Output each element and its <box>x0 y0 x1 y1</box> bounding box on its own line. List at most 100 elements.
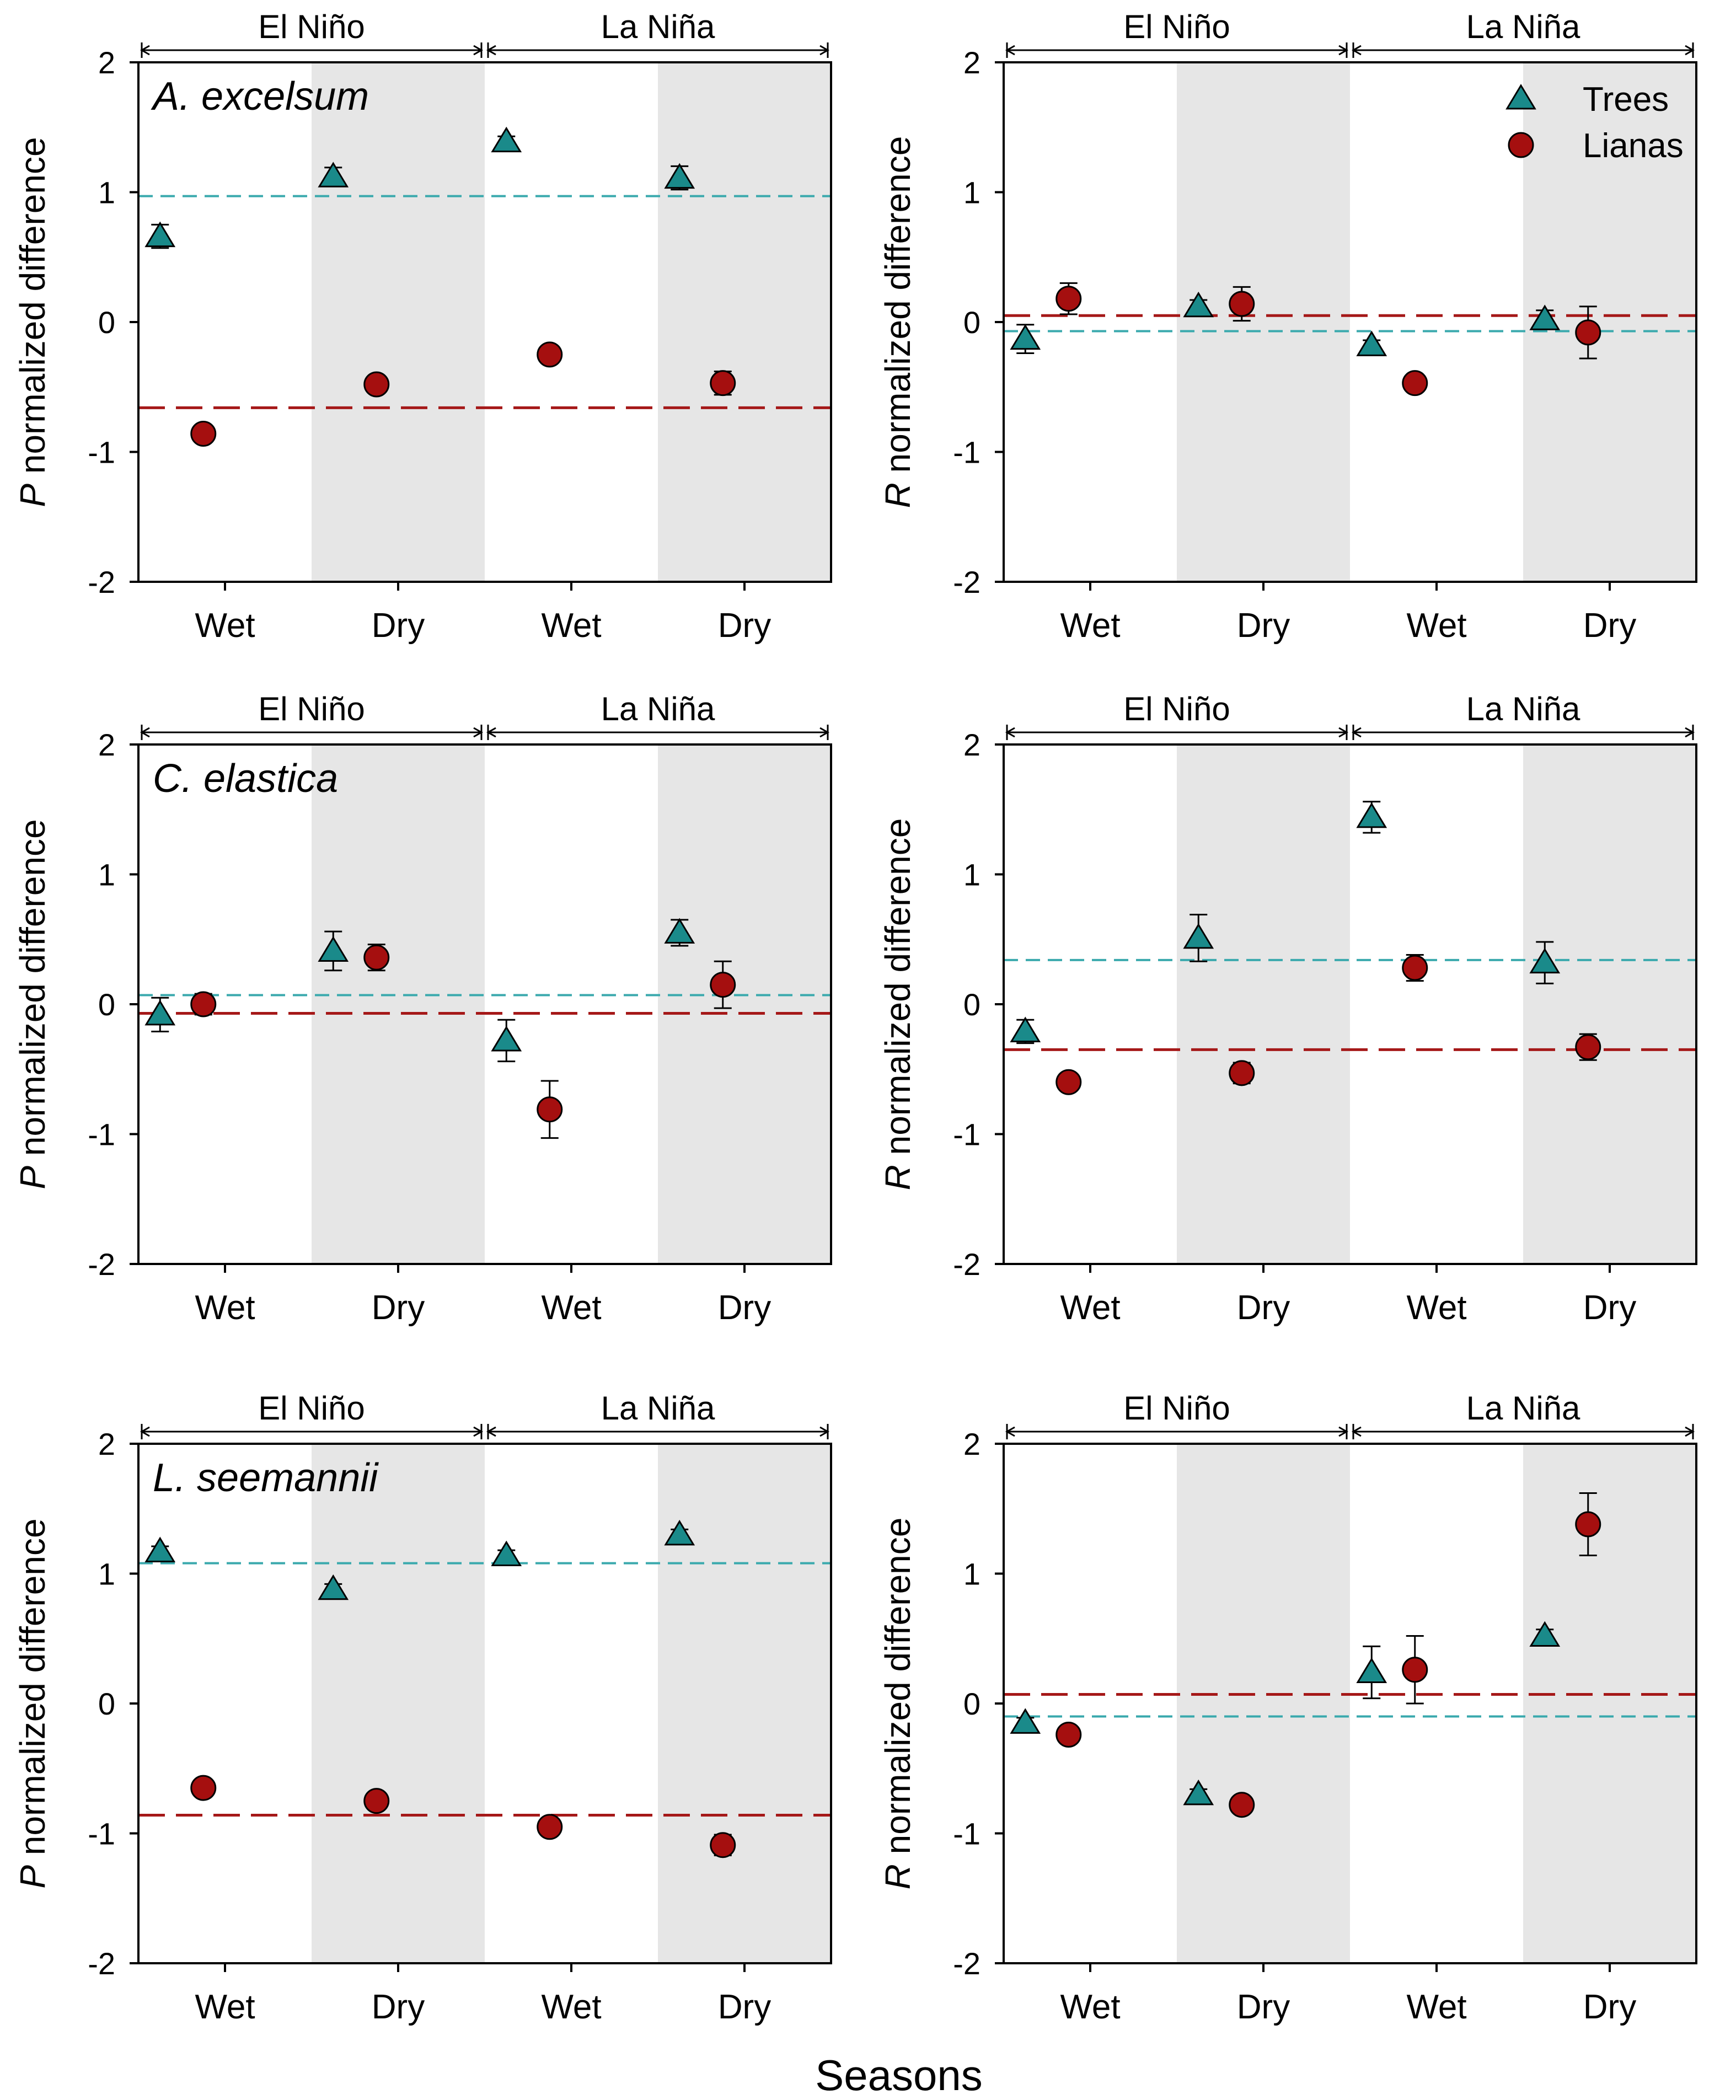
x-tick-label: Wet <box>1060 607 1120 645</box>
dry-season-shading <box>658 744 831 1264</box>
panel-2: 2 1 0 -1 -2 Wet Dry Wet Dry El Niño La Niña R norma… <box>878 8 1697 645</box>
y-tick-label: 2 <box>98 727 115 762</box>
y-axis-label-text: normalized difference <box>13 1518 52 1865</box>
y-axis-label: R normalized difference <box>878 818 918 1191</box>
x-tick-label: Dry <box>1237 607 1290 645</box>
species-title: L. seemannii <box>153 1456 379 1500</box>
lianas-point <box>190 991 217 1017</box>
lianas-point <box>1055 286 1082 312</box>
legend-label: Trees <box>1583 81 1669 119</box>
lianas-point <box>537 341 563 368</box>
lianas-point <box>1575 319 1601 346</box>
x-tick-label: Dry <box>718 1289 771 1327</box>
species-title: C. elastica <box>153 757 338 801</box>
lianas-point <box>537 1096 563 1123</box>
phase-label: El Niño <box>258 1390 365 1427</box>
x-tick-label: Dry <box>372 607 425 645</box>
lianas-point <box>1402 370 1428 397</box>
lianas-point <box>190 421 217 447</box>
y-axis-label-variable: R <box>878 1165 918 1190</box>
x-tick-label: Wet <box>541 1289 601 1327</box>
trees-point <box>491 1026 522 1052</box>
panel-5: 2 1 0 -1 -2 Wet Dry Wet Dry El Niño La Niña L. seem… <box>13 1390 832 2026</box>
y-tick-label: 0 <box>963 1686 980 1721</box>
dry-season-shading <box>312 62 485 582</box>
trees-point <box>144 221 176 248</box>
y-tick-label: 1 <box>963 1557 980 1592</box>
x-tick-label: Wet <box>1406 607 1466 645</box>
y-tick-label: -1 <box>88 435 115 470</box>
phase-label: La Niña <box>601 8 715 45</box>
phase-label: La Niña <box>601 690 715 727</box>
y-tick-label: -2 <box>88 565 115 599</box>
y-tick-label: 0 <box>963 305 980 340</box>
dry-season-shading <box>658 1444 831 1963</box>
y-axis-label-variable: P <box>13 484 52 507</box>
panel-3: 2 1 0 -1 -2 Wet Dry Wet Dry El Niño La Niña C. elas… <box>13 690 832 1327</box>
x-tick-label: Wet <box>1060 1988 1120 2026</box>
lianas-point <box>710 972 736 998</box>
x-tick-label: Wet <box>1406 1289 1466 1327</box>
x-tick-label: Dry <box>372 1988 425 2026</box>
trees-point <box>664 1519 695 1546</box>
trees-point <box>1529 1621 1561 1647</box>
y-tick-label: 0 <box>98 1686 115 1721</box>
x-tick-label: Dry <box>1583 1289 1636 1327</box>
trees-point <box>1356 1657 1387 1683</box>
phase-label: La Niña <box>1466 8 1580 45</box>
y-tick-label: 0 <box>963 987 980 1022</box>
y-axis-label-text: normalized difference <box>13 137 52 484</box>
y-tick-label: -2 <box>88 1946 115 1981</box>
y-tick-label: 0 <box>98 305 115 340</box>
legend-lianas-marker <box>1508 132 1534 158</box>
x-tick-label: Dry <box>1583 607 1636 645</box>
phase-label: La Niña <box>1466 690 1580 727</box>
dry-season-shading <box>1523 744 1696 1264</box>
x-tick-label: Wet <box>1406 1988 1466 2026</box>
phase-label: El Niño <box>258 690 365 727</box>
trees-point <box>318 162 349 188</box>
legend-label: Lianas <box>1583 127 1684 165</box>
trees-point <box>318 936 349 962</box>
y-axis-label-text: normalized difference <box>878 818 918 1165</box>
y-tick-label: 2 <box>963 1427 980 1461</box>
y-tick-label: 1 <box>98 175 115 210</box>
lianas-point <box>1229 1060 1255 1086</box>
lianas-point <box>1402 1657 1428 1683</box>
x-axis-label: Seasons <box>815 2051 983 2099</box>
trees-point <box>1183 923 1214 949</box>
legend-trees-marker <box>1505 84 1536 110</box>
y-tick-label: -1 <box>953 1817 980 1851</box>
trees-point <box>491 126 522 153</box>
trees-point <box>1183 1779 1214 1806</box>
y-axis-label: P normalized difference <box>13 137 52 507</box>
lianas-point <box>537 1814 563 1840</box>
trees-point <box>1529 947 1561 974</box>
phase-label: La Niña <box>601 1390 715 1427</box>
species-title: A. excelsum <box>151 74 369 119</box>
lianas-point <box>1055 1722 1082 1748</box>
y-axis-label-text: normalized difference <box>13 819 52 1166</box>
x-tick-label: Dry <box>372 1289 425 1327</box>
trees-point <box>1183 291 1214 318</box>
phase-label: El Niño <box>1123 690 1230 727</box>
x-tick-label: Wet <box>541 607 601 645</box>
y-axis-label-variable: R <box>878 483 918 508</box>
y-tick-label: -2 <box>953 1946 980 1981</box>
x-tick-label: Wet <box>541 1988 601 2026</box>
phase-label: El Niño <box>1123 1390 1230 1427</box>
trees-point <box>1356 330 1387 356</box>
y-tick-label: -1 <box>953 1117 980 1152</box>
dry-season-shading <box>658 62 831 582</box>
y-axis-label: R normalized difference <box>878 136 918 508</box>
y-tick-label: 2 <box>98 45 115 80</box>
y-tick-label: 1 <box>98 1557 115 1592</box>
trees-point <box>1010 324 1041 350</box>
trees-point <box>1010 1016 1041 1042</box>
y-tick-label: 1 <box>963 858 980 892</box>
phase-label: El Niño <box>258 8 365 45</box>
dry-season-shading <box>1177 744 1350 1264</box>
phase-label: El Niño <box>1123 8 1230 45</box>
lianas-point <box>710 370 736 397</box>
panel-1: 2 1 0 -1 -2 Wet Dry Wet Dry El Niño La Niña A. exce… <box>13 8 832 645</box>
